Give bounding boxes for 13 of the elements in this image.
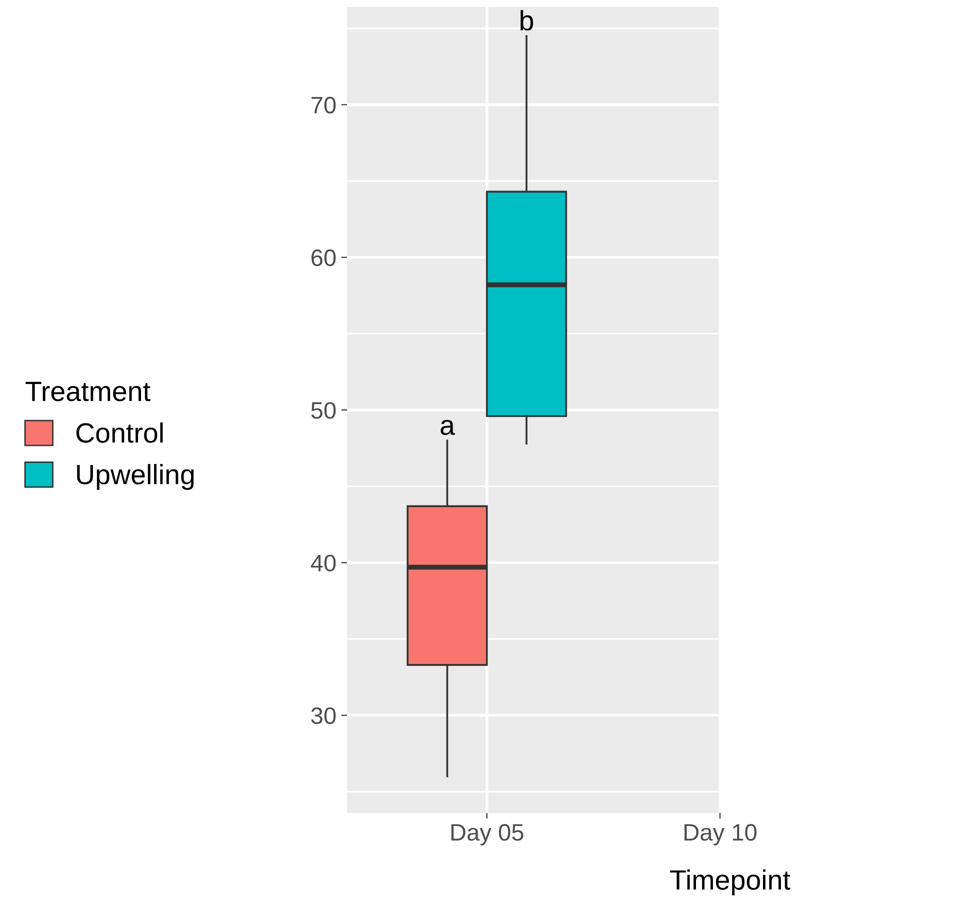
y-tick-label: 70: [312, 96, 336, 114]
x-axis-title: Timepoint: [670, 869, 790, 896]
y-tick-label: 50: [311, 402, 336, 419]
x-tick-label: Day 05: [451, 824, 524, 846]
y-tick-label: 30: [311, 707, 336, 724]
legend-label: Control: [76, 422, 163, 443]
annotation: a: [440, 420, 455, 436]
legend-label: Upwelling: [77, 464, 194, 490]
annotation: b: [520, 10, 534, 31]
x-tick-label: Day 10: [684, 824, 756, 846]
y-tick-label: 40: [310, 554, 336, 572]
y-tick-label: 60: [312, 249, 336, 266]
legend-title: Treatment: [26, 382, 150, 402]
